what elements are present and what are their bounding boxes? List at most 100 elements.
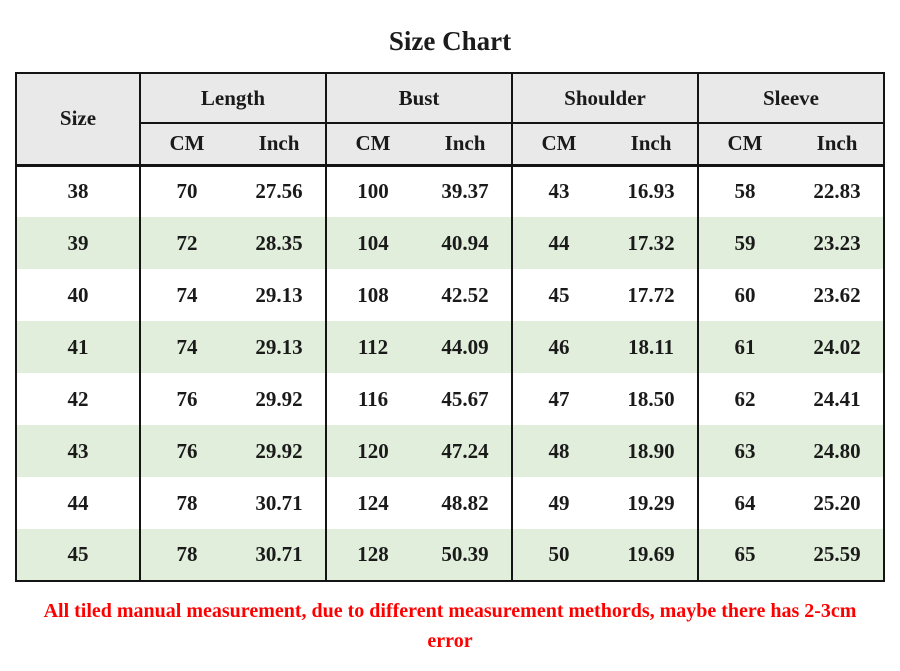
measurement-cell: 29.92	[233, 425, 326, 477]
column-header-shoulder: Shoulder	[511, 73, 698, 124]
measurement-cell: 128	[325, 529, 419, 581]
column-header-sleeve: Sleeve	[697, 73, 884, 124]
table-row: 39 72 28.35 104 40.94 44 17.32 59 23.23	[16, 217, 884, 269]
measurement-cell: 17.32	[605, 217, 698, 269]
measurement-cell: 76	[139, 425, 233, 477]
measurement-cell: 29.92	[233, 373, 326, 425]
measurement-cell: 100	[325, 165, 419, 217]
measurement-cell: 25.59	[791, 529, 884, 581]
measurement-cell: 58	[697, 165, 791, 217]
measurement-cell: 23.62	[791, 269, 884, 321]
unit-header-sleeve-cm: CM	[697, 123, 791, 167]
unit-header-shoulder-inch: Inch	[605, 123, 698, 167]
measurement-cell: 61	[697, 321, 791, 373]
measurement-cell: 78	[139, 529, 233, 581]
measurement-cell: 19.29	[605, 477, 698, 529]
measurement-cell: 78	[139, 477, 233, 529]
measurement-cell: 112	[325, 321, 419, 373]
row-size-cell: 41	[16, 321, 140, 373]
measurement-cell: 47	[511, 373, 605, 425]
measurement-cell: 48	[511, 425, 605, 477]
measurement-cell: 72	[139, 217, 233, 269]
measurement-cell: 108	[325, 269, 419, 321]
group-header-row: Size Length Bust Shoulder Sleeve	[16, 73, 884, 167]
table-row: 40 74 29.13 108 42.52 45 17.72 60 23.62	[16, 269, 884, 321]
measurement-cell: 24.80	[791, 425, 884, 477]
measurement-cell: 44	[511, 217, 605, 269]
table-row: 45 78 30.71 128 50.39 50 19.69 65 25.59	[16, 529, 884, 581]
measurement-cell: 29.13	[233, 321, 326, 373]
measurement-cell: 124	[325, 477, 419, 529]
unit-header-sleeve-inch: Inch	[791, 123, 884, 167]
measurement-cell: 74	[139, 321, 233, 373]
measurement-cell: 39.37	[419, 165, 512, 217]
table-row: 41 74 29.13 112 44.09 46 18.11 61 24.02	[16, 321, 884, 373]
column-header-bust: Bust	[325, 73, 512, 124]
measurement-cell: 18.50	[605, 373, 698, 425]
measurement-cell: 25.20	[791, 477, 884, 529]
measurement-cell: 44.09	[419, 321, 512, 373]
measurement-cell: 43	[511, 165, 605, 217]
unit-header-row: CM Inch CM Inch CM Inch CM Inch	[16, 123, 884, 167]
column-header-size: Size	[16, 73, 140, 167]
measurement-cell: 48.82	[419, 477, 512, 529]
measurement-cell: 65	[697, 529, 791, 581]
page-title: Size Chart	[388, 26, 512, 56]
measurement-cell: 16.93	[605, 165, 698, 217]
measurement-cell: 76	[139, 373, 233, 425]
row-size-cell: 44	[16, 477, 140, 529]
measurement-cell: 30.71	[233, 529, 326, 581]
measurement-cell: 47.24	[419, 425, 512, 477]
measurement-cell: 23.23	[791, 217, 884, 269]
measurement-cell: 28.35	[233, 217, 326, 269]
table-row: 44 78 30.71 124 48.82 49 19.29 64 25.20	[16, 477, 884, 529]
measurement-cell: 62	[697, 373, 791, 425]
measurement-cell: 19.69	[605, 529, 698, 581]
measurement-cell: 45	[511, 269, 605, 321]
measurement-cell: 42.52	[419, 269, 512, 321]
measurement-cell: 104	[325, 217, 419, 269]
measurement-cell: 64	[697, 477, 791, 529]
size-chart-table: Size Length Bust Shoulder Sleeve CM Inch…	[15, 72, 885, 582]
row-size-cell: 40	[16, 269, 140, 321]
measurement-cell: 74	[139, 269, 233, 321]
measurement-cell: 46	[511, 321, 605, 373]
measurement-cell: 49	[511, 477, 605, 529]
measurement-cell: 60	[697, 269, 791, 321]
measurement-cell: 30.71	[233, 477, 326, 529]
unit-header-length-inch: Inch	[233, 123, 326, 167]
measurement-cell: 24.02	[791, 321, 884, 373]
measurement-cell: 17.72	[605, 269, 698, 321]
row-size-cell: 39	[16, 217, 140, 269]
measurement-cell: 45.67	[419, 373, 512, 425]
measurement-cell: 27.56	[233, 165, 326, 217]
measurement-cell: 22.83	[791, 165, 884, 217]
size-table-body: 38 70 27.56 100 39.37 43 16.93 58 22.83 39 72 28.35…	[16, 165, 884, 581]
measurement-cell: 18.11	[605, 321, 698, 373]
measurement-cell: 116	[325, 373, 419, 425]
row-size-cell: 45	[16, 529, 140, 581]
measurement-cell: 18.90	[605, 425, 698, 477]
unit-header-bust-cm: CM	[325, 123, 419, 167]
row-size-cell: 42	[16, 373, 140, 425]
table-header: Size Length Bust Shoulder Sleeve CM Inch…	[16, 73, 884, 167]
measurement-cell: 63	[697, 425, 791, 477]
measurement-cell: 50	[511, 529, 605, 581]
row-size-cell: 43	[16, 425, 140, 477]
column-header-length: Length	[139, 73, 326, 124]
measurement-cell: 29.13	[233, 269, 326, 321]
table-row: 38 70 27.56 100 39.37 43 16.93 58 22.83	[16, 165, 884, 217]
measurement-cell: 70	[139, 165, 233, 217]
measurement-cell: 59	[697, 217, 791, 269]
measurement-cell: 50.39	[419, 529, 512, 581]
unit-header-length-cm: CM	[139, 123, 233, 167]
measurement-note: All tiled manual measurement, due to dif…	[43, 600, 857, 652]
measurement-cell: 24.41	[791, 373, 884, 425]
unit-header-shoulder-cm: CM	[511, 123, 605, 167]
unit-header-bust-inch: Inch	[419, 123, 512, 167]
row-size-cell: 38	[16, 165, 140, 217]
table-row: 42 76 29.92 116 45.67 47 18.50 62 24.41	[16, 373, 884, 425]
measurement-cell: 120	[325, 425, 419, 477]
measurement-cell: 40.94	[419, 217, 512, 269]
